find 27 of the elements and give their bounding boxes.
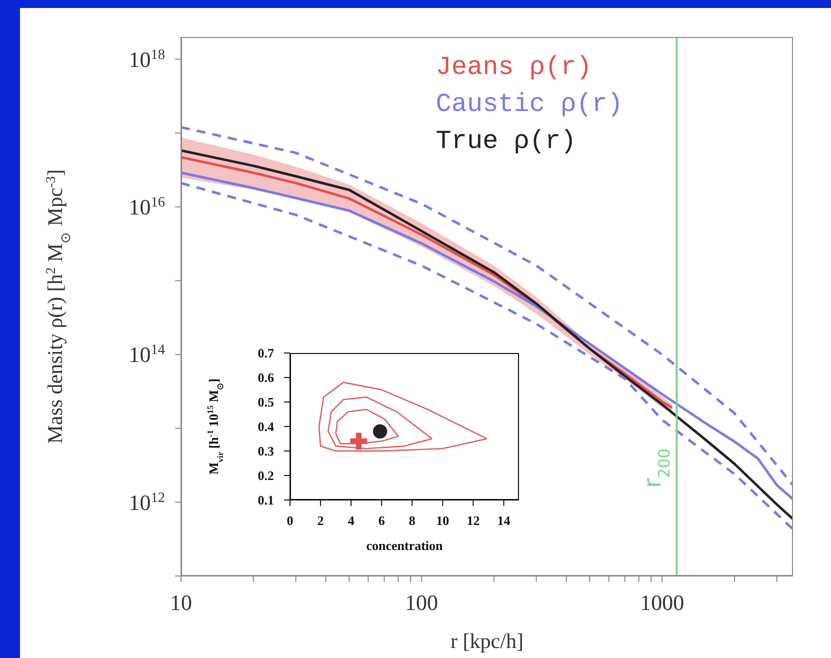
x-tick-label: 10 bbox=[170, 590, 192, 615]
x-tick-label: 10 bbox=[436, 513, 450, 528]
y-tick-label: 0.1 bbox=[258, 492, 274, 508]
y-tick-label: 10$^{12}$ bbox=[128, 490, 165, 515]
x-axis-title: concentration bbox=[366, 538, 444, 553]
text: Jeans ρ(r) bbox=[436, 51, 593, 84]
x-tick-label: 12 bbox=[466, 513, 480, 528]
text: True ρ(r) bbox=[436, 125, 578, 158]
y-tick-label: 0.5 bbox=[258, 394, 274, 410]
y-tick-label: 10$^{18}$ bbox=[128, 46, 165, 72]
text: Caustic ρ(r) bbox=[436, 88, 623, 121]
x-tick-label: 14 bbox=[497, 513, 511, 528]
x-tick-label: 0 bbox=[286, 513, 294, 528]
y-tick-label: 10$^{14}$ bbox=[128, 342, 165, 368]
y-tick-label: 0.7 bbox=[258, 346, 274, 361]
x-axis-title: r [kpc/h] bbox=[450, 629, 524, 653]
y-tick-label: 0.6 bbox=[258, 370, 274, 386]
x-tick-label: 6 bbox=[378, 513, 386, 528]
x-tick-label: 8 bbox=[408, 513, 416, 528]
y-tick-label: 10$^{16}$ bbox=[128, 194, 165, 220]
x-tick-label: 2 bbox=[317, 513, 324, 528]
x-tick-label: 4 bbox=[348, 513, 355, 528]
x-tick-label: 1000 bbox=[640, 590, 684, 615]
y-tick-label: 0.2 bbox=[258, 468, 274, 484]
x-tick-label: 100 bbox=[405, 590, 438, 615]
y-tick-label: 0.3 bbox=[258, 444, 274, 459]
y-tick-label: 0.4 bbox=[258, 419, 274, 434]
